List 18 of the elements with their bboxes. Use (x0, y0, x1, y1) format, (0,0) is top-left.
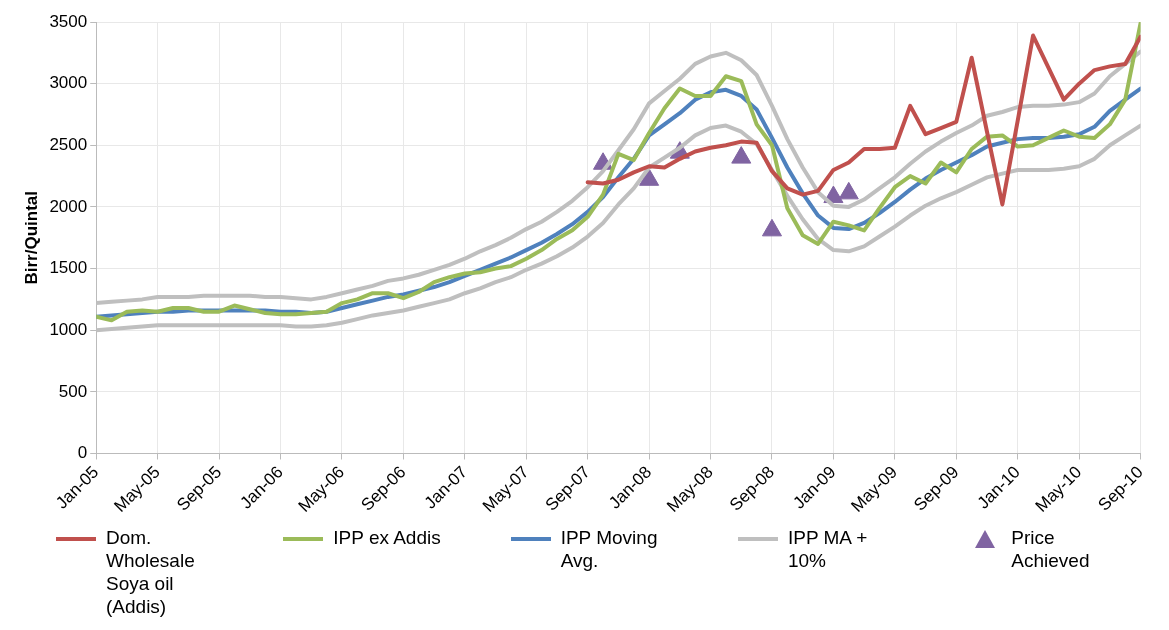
legend-label: IPP MA + 10% (787, 526, 869, 572)
legend-label: IPP Moving Avg. (560, 526, 659, 572)
y-tick-label: 2500 (49, 134, 88, 154)
point (731, 146, 752, 164)
y-tick-label: 3000 (49, 73, 88, 93)
y-tick-label: 3500 (49, 11, 88, 31)
y-tick-label: 1500 (49, 258, 88, 278)
y-tick-label: 500 (58, 381, 88, 401)
y-tick-label: 0 (77, 443, 88, 463)
y-axis-title: Birr/Quintal (21, 190, 41, 285)
y-tick-label: 2000 (49, 196, 88, 216)
point (761, 218, 783, 237)
legend-label: Dom. Wholesale Soya oil (Addis) (106, 526, 196, 618)
y-tick-label: 1000 (49, 319, 88, 339)
point (639, 168, 660, 186)
legend-label: Price Achieved (1011, 526, 1091, 572)
point (838, 181, 859, 200)
legend-label: IPP ex Addis (333, 526, 442, 549)
